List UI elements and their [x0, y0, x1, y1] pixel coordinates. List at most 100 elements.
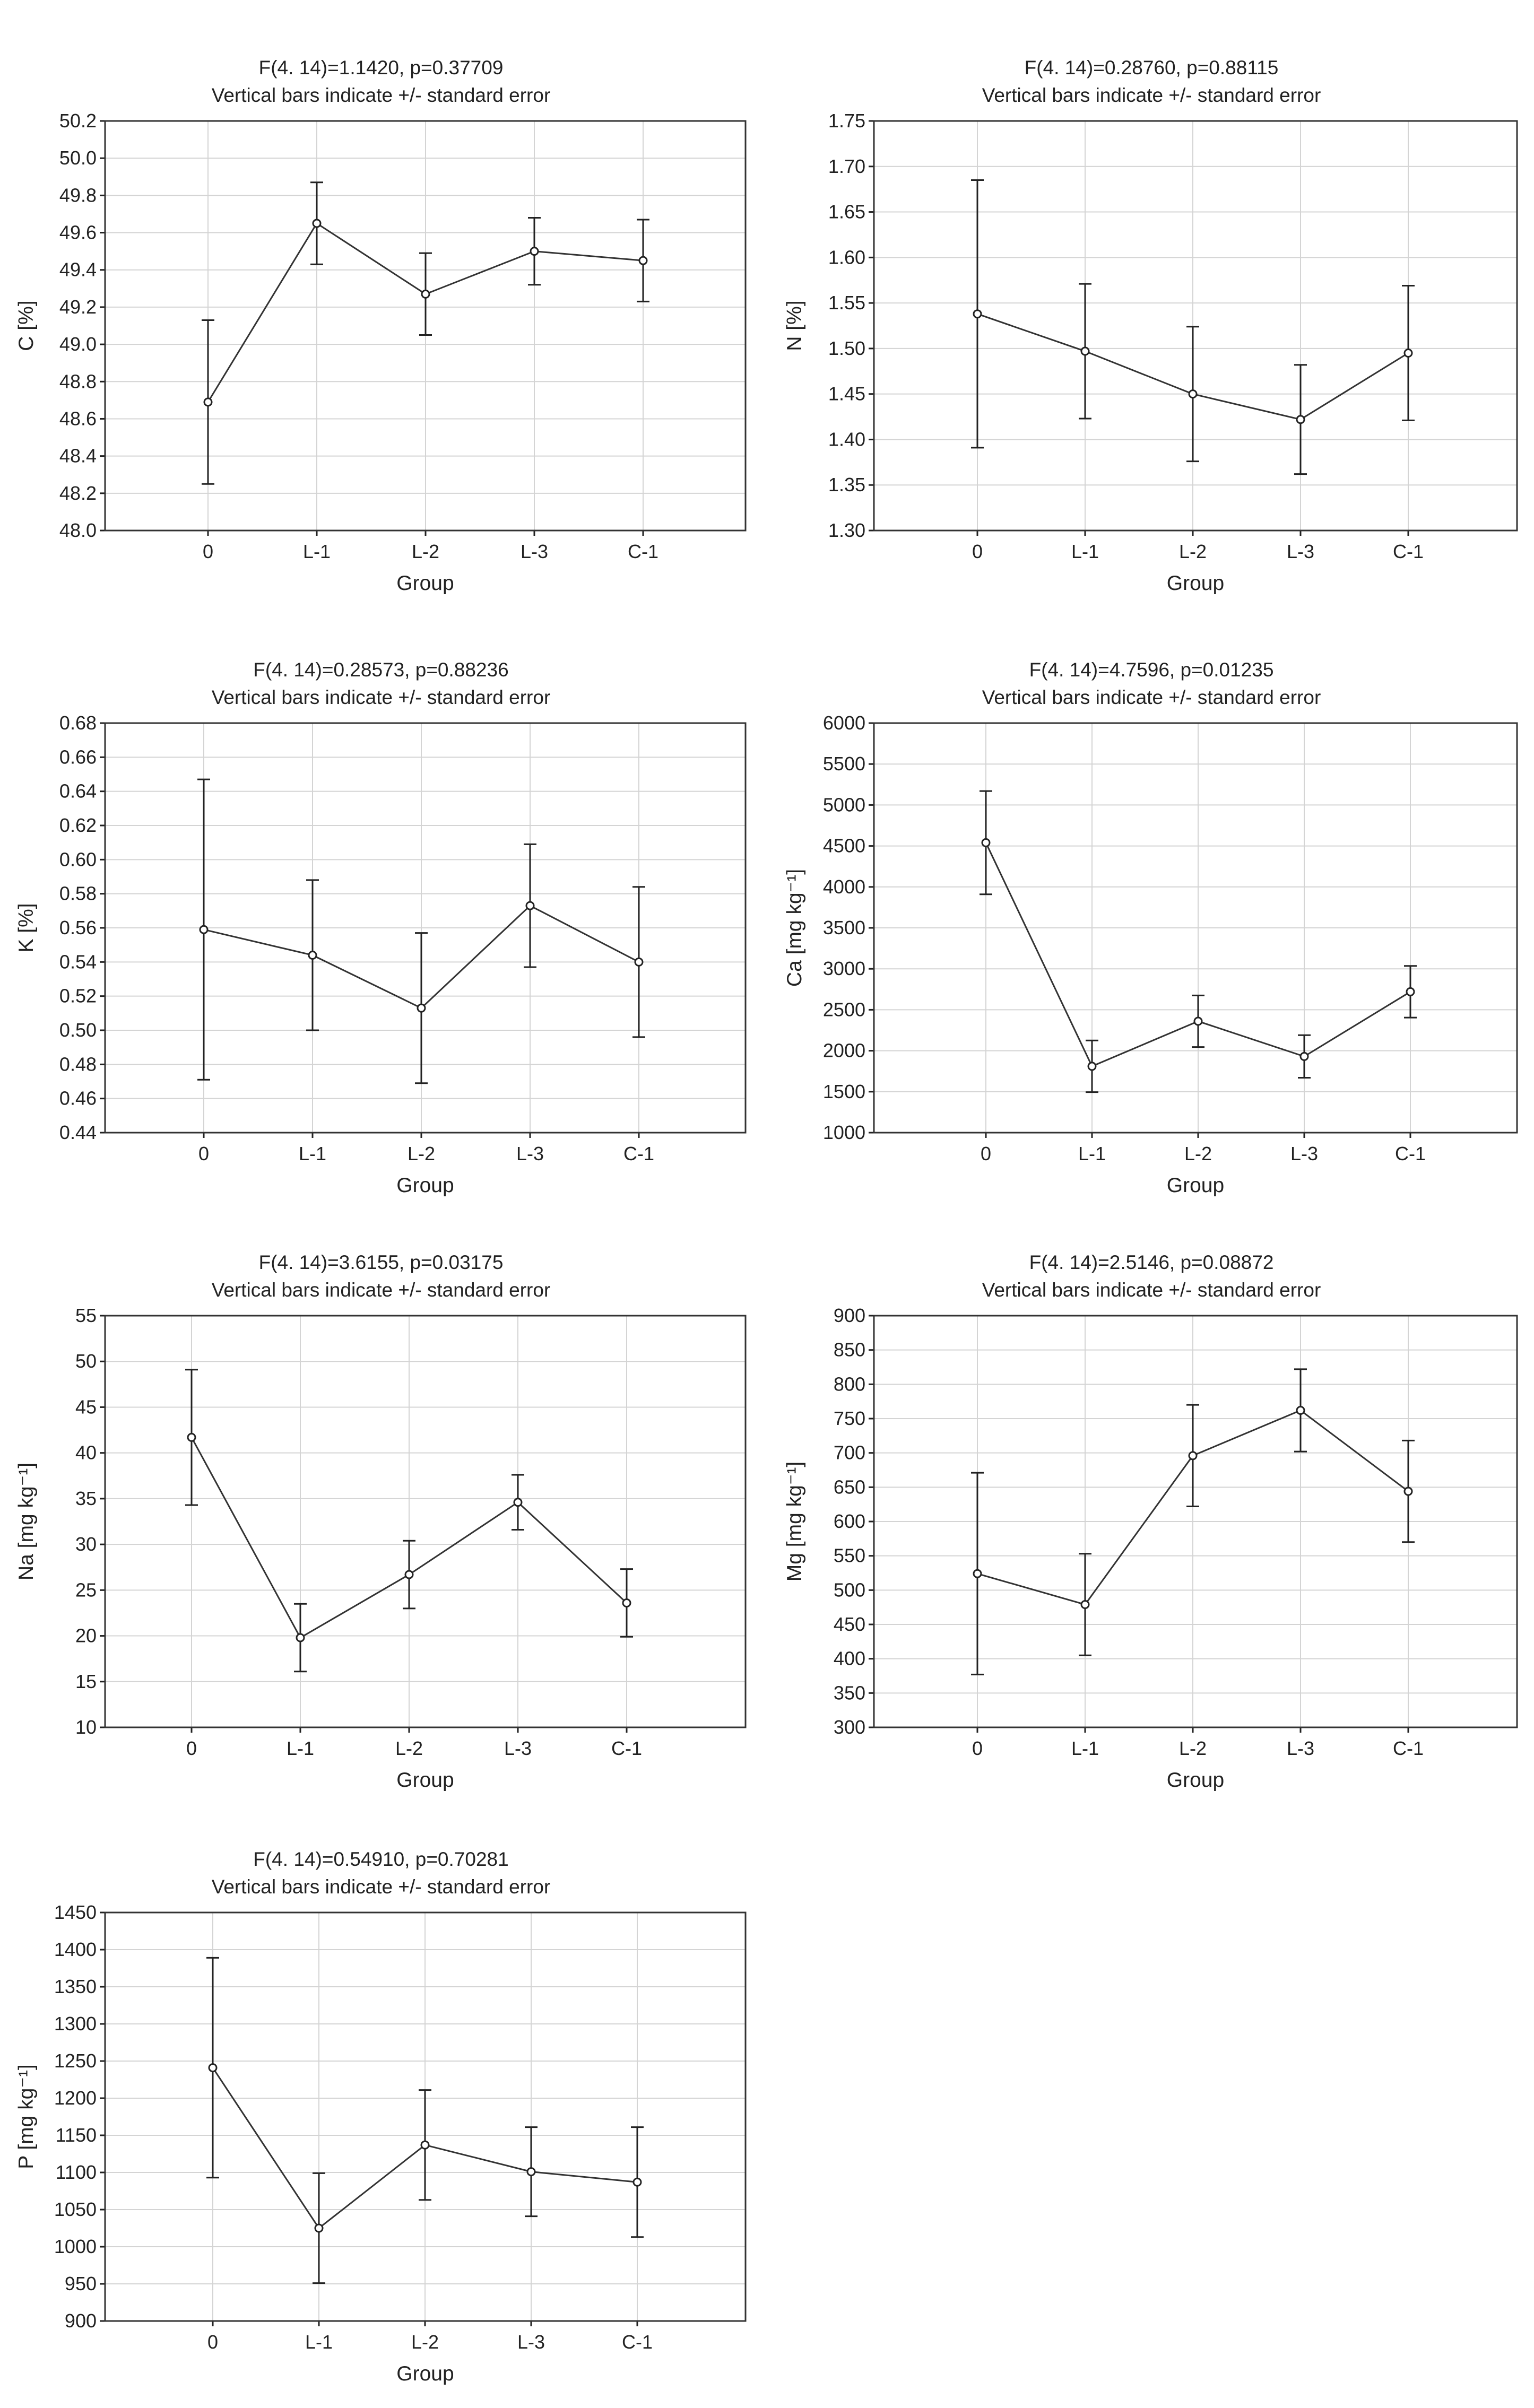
x-tick-label: L-3: [521, 541, 548, 562]
data-point: [1296, 415, 1305, 424]
chart-subtitle: Vertical bars indicate +/- standard erro…: [212, 686, 551, 708]
data-point: [525, 901, 535, 910]
y-tick-label: 3000: [823, 958, 865, 979]
x-axis-label: Group: [1167, 572, 1224, 595]
y-tick-label: 1.55: [828, 292, 865, 314]
y-tick-label: 6000: [823, 712, 865, 734]
y-tick-label: 1200: [54, 2087, 97, 2109]
chart-panel-2: F(4. 14)=0.28760, p=0.88115 Vertical bars…: [783, 57, 1518, 595]
y-tick-label: 49.0: [59, 333, 97, 355]
y-tick-label: 950: [65, 2273, 97, 2294]
y-tick-label: 50: [75, 1350, 97, 1372]
x-tick-label: 0: [186, 1737, 197, 1759]
y-tick-label: 48.6: [59, 407, 97, 429]
data-point: [632, 2177, 642, 2187]
y-tick-label: 49.6: [59, 222, 97, 244]
y-tick-label: 48.8: [59, 370, 97, 392]
chart-title: F(4. 14)=1.1420, p=0.37709: [259, 57, 504, 79]
y-tick-label: 0.50: [59, 1019, 97, 1041]
y-tick-label: 49.4: [59, 259, 97, 281]
y-tick-label: 1.60: [828, 246, 865, 268]
y-tick-label: 25: [75, 1579, 97, 1601]
y-tick-label: 4000: [823, 876, 865, 898]
y-tick-label: 1.30: [828, 519, 865, 541]
data-point: [973, 1569, 982, 1578]
x-axis-label: Group: [1167, 1769, 1224, 1792]
plot-border: [873, 722, 1518, 1134]
x-tick-label: L-3: [517, 2331, 545, 2353]
y-tick-label: 2500: [823, 998, 865, 1020]
y-tick-label: 0.44: [59, 1122, 97, 1143]
y-tick-label: 5500: [823, 753, 865, 775]
y-tick-label: 500: [834, 1579, 865, 1601]
x-tick-label: 0: [981, 1143, 991, 1164]
data-point: [312, 219, 322, 228]
data-point: [1087, 1062, 1097, 1071]
y-tick-label: 1250: [54, 2050, 97, 2072]
data-point: [203, 397, 213, 407]
chart-panel-7: F(4. 14)=0.54910, p=0.70281 Vertical bars…: [15, 1848, 747, 2385]
plot-border: [873, 1315, 1518, 1728]
data-point: [1299, 1051, 1309, 1061]
plot-area: [873, 120, 1518, 532]
x-tick-label: C-1: [622, 2331, 653, 2353]
x-tick-label: L-1: [287, 1737, 314, 1759]
y-tick-label: 0.66: [59, 746, 97, 768]
chart-panel-3: F(4. 14)=0.28573, p=0.88236 Vertical bars…: [15, 659, 747, 1197]
data-point: [1080, 1599, 1090, 1609]
y-tick-label: 0.68: [59, 712, 97, 734]
y-tick-label: 0.58: [59, 883, 97, 905]
y-axis-label: C [%]: [15, 300, 38, 351]
y-tick-label: 48.0: [59, 519, 97, 541]
chart-title: F(4. 14)=4.7596, p=0.01235: [1029, 659, 1274, 681]
y-tick-label: 5000: [823, 794, 865, 815]
y-tick-label: 300: [834, 1716, 865, 1738]
y-tick-label: 1.40: [828, 428, 865, 450]
y-tick-label: 650: [834, 1476, 865, 1498]
chart-subtitle: Vertical bars indicate +/- standard erro…: [982, 84, 1321, 106]
data-point: [199, 925, 209, 934]
x-tick-label: L-2: [1179, 1737, 1207, 1759]
y-tick-label: 400: [834, 1648, 865, 1670]
y-tick-label: 1.65: [828, 201, 865, 223]
data-point: [981, 838, 991, 847]
data-point: [417, 1003, 426, 1013]
y-tick-label: 48.2: [59, 482, 97, 504]
data-point: [421, 289, 430, 299]
x-tick-label: L-1: [305, 2331, 333, 2353]
data-point: [187, 1432, 196, 1442]
y-tick-label: 1.70: [828, 155, 865, 177]
x-axis-label: Group: [396, 1769, 454, 1792]
chart-title: F(4. 14)=0.28760, p=0.88115: [1025, 57, 1279, 79]
chart-panel-4: F(4. 14)=4.7596, p=0.01235 Vertical bars …: [783, 659, 1518, 1197]
y-tick-label: 0.48: [59, 1053, 97, 1075]
y-tick-label: 800: [834, 1373, 865, 1395]
x-tick-label: L-1: [1078, 1143, 1106, 1164]
chart-subtitle: Vertical bars indicate +/- standard erro…: [982, 686, 1321, 708]
y-tick-label: 0.54: [59, 951, 97, 972]
data-point: [1188, 1451, 1198, 1461]
y-tick-label: 30: [75, 1533, 97, 1555]
x-tick-label: C-1: [1395, 1143, 1426, 1164]
y-tick-label: 1500: [823, 1081, 865, 1102]
x-axis-label: Group: [396, 2362, 454, 2385]
y-tick-label: 55: [75, 1305, 97, 1326]
data-point: [526, 2167, 536, 2177]
x-tick-label: 0: [972, 541, 983, 562]
y-axis-label: N [%]: [783, 300, 806, 351]
x-tick-label: L-1: [1071, 1737, 1099, 1759]
data-point: [1403, 348, 1413, 358]
y-axis-label: K [%]: [15, 903, 38, 952]
y-tick-label: 15: [75, 1671, 97, 1692]
x-tick-label: 0: [207, 2331, 218, 2353]
chart-subtitle: Vertical bars indicate +/- standard erro…: [212, 84, 551, 106]
y-tick-label: 40: [75, 1442, 97, 1464]
chart-title: F(4. 14)=0.54910, p=0.70281: [253, 1848, 508, 1870]
y-tick-label: 350: [834, 1682, 865, 1703]
x-tick-label: 0: [203, 541, 213, 562]
y-tick-label: 1150: [56, 2124, 97, 2146]
y-tick-label: 900: [834, 1305, 865, 1326]
x-tick-label: L-3: [504, 1737, 532, 1759]
y-tick-label: 1000: [823, 1122, 865, 1143]
y-axis-label: Ca [mg kg⁻¹]: [783, 869, 806, 987]
